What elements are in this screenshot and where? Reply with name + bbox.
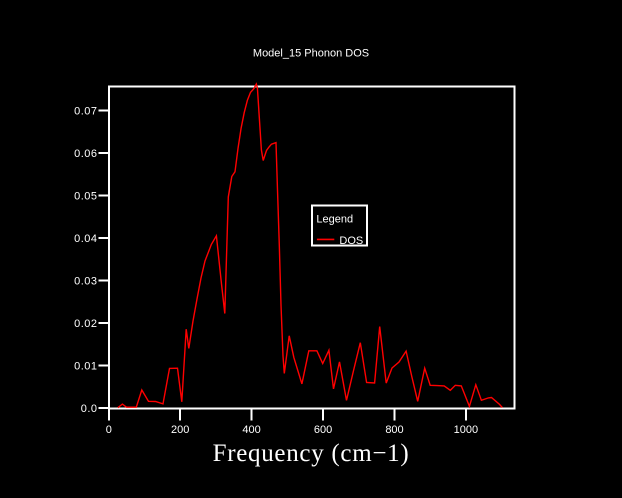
svg-text:0.01: 0.01: [74, 361, 97, 373]
svg-text:0.05: 0.05: [74, 191, 97, 203]
svg-text:0.02: 0.02: [74, 318, 97, 330]
svg-text:Legend: Legend: [316, 214, 353, 226]
svg-text:400: 400: [242, 424, 260, 436]
svg-text:0.04: 0.04: [74, 233, 97, 245]
svg-text:0.07: 0.07: [74, 106, 97, 118]
svg-text:1000: 1000: [454, 424, 478, 436]
svg-text:0.03: 0.03: [74, 276, 97, 288]
svg-text:0.0: 0.0: [81, 403, 98, 415]
svg-text:DOS: DOS: [339, 235, 363, 247]
svg-text:0.06: 0.06: [74, 148, 97, 160]
svg-text:0: 0: [106, 424, 112, 436]
svg-text:200: 200: [171, 424, 189, 436]
svg-text:Frequency (cm−1): Frequency (cm−1): [213, 440, 410, 467]
svg-text:600: 600: [314, 424, 332, 436]
svg-text:Model_15 Phonon DOS: Model_15 Phonon DOS: [253, 48, 369, 60]
svg-text:800: 800: [385, 424, 403, 436]
